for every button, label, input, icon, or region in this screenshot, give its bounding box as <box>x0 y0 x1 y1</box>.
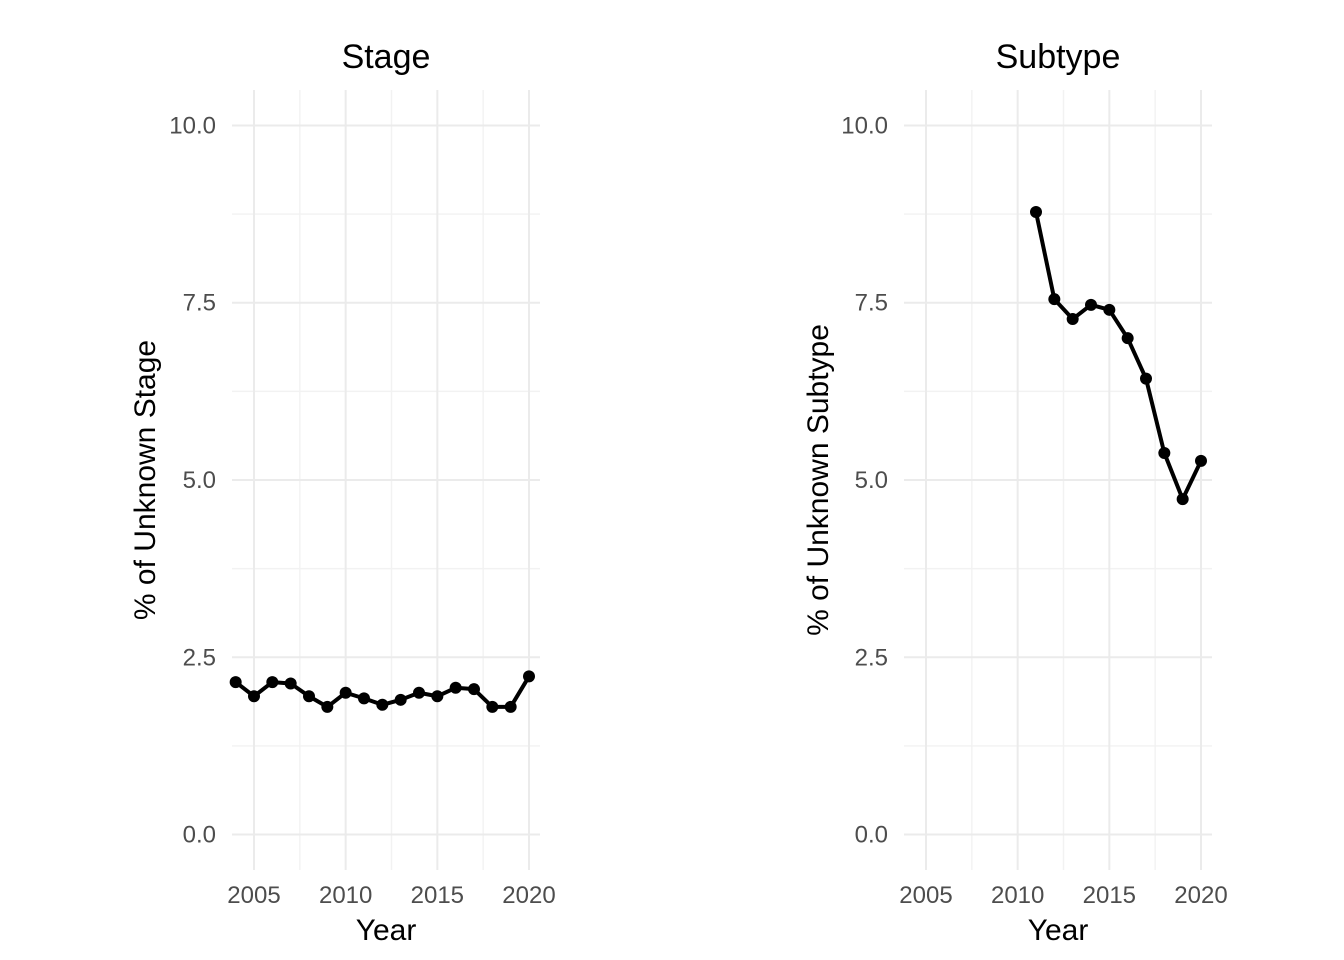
subtype-y-tick-label: 7.5 <box>855 290 888 317</box>
subtype-x-tick-label: 2015 <box>1083 882 1136 909</box>
stage-data-point <box>523 670 535 683</box>
stage-y-tick-label: 2.5 <box>183 644 216 671</box>
stage-panel-title: Stage <box>342 38 431 76</box>
subtype-data-point <box>1121 332 1134 345</box>
subtype-data-point <box>1066 313 1079 326</box>
subtype-panel-title: Subtype <box>996 38 1121 76</box>
subtype-panel: 0.0 2.5 5.0 7.5 10.0 2005 2010 2015 2020 Subtyp… <box>802 38 1228 947</box>
subtype-y-tick-labels: 0.0 2.5 5.0 7.5 10.0 <box>841 112 888 848</box>
subtype-data-point <box>1103 303 1116 316</box>
stage-data-point <box>376 698 389 711</box>
subtype-x-axis-title: Year <box>1028 914 1089 947</box>
stage-data-point <box>266 676 279 689</box>
subtype-x-tick-label: 2010 <box>991 882 1044 909</box>
stage-data-point <box>284 677 297 690</box>
subtype-y-tick-label: 10.0 <box>841 112 888 139</box>
stage-y-tick-label: 10.0 <box>169 112 216 139</box>
stage-data-point <box>468 683 480 696</box>
stage-data-point <box>431 690 444 703</box>
stage-y-tick-label: 7.5 <box>183 290 216 317</box>
stage-panel: 0.02.55.07.510.0 2005 2010 2015 2020 Stage … <box>129 38 556 947</box>
stage-x-tick-label: 2015 <box>411 882 464 909</box>
stage-data-point <box>339 686 352 699</box>
stage-data-point <box>394 693 407 706</box>
subtype-x-tick-labels: 2005 2010 2015 2020 <box>899 882 1227 909</box>
subtype-data-point <box>1195 454 1207 467</box>
stage-data-point <box>229 676 242 689</box>
stage-series <box>229 670 535 713</box>
subtype-x-tick-label: 2020 <box>1174 882 1227 909</box>
stage-data-point <box>413 686 425 699</box>
subtype-data-point <box>1140 372 1152 385</box>
stage-x-axis-title: Year <box>356 914 417 947</box>
stage-data-point <box>358 692 370 705</box>
stage-y-tick-label: 0.0 <box>183 822 216 849</box>
stage-data-point <box>504 700 517 713</box>
subtype-data-point <box>1030 205 1042 218</box>
subtype-y-tick-label: 2.5 <box>855 644 888 671</box>
subtype-y-axis-title: % of Unknown Subtype <box>802 324 835 636</box>
subtype-y-tick-label: 0.0 <box>855 822 888 849</box>
subtype-x-tick-label: 2005 <box>899 882 952 909</box>
subtype-data-point <box>1176 493 1189 506</box>
subtype-y-tick-label: 5.0 <box>855 467 888 494</box>
stage-grid <box>232 90 540 870</box>
stage-data-point <box>486 700 499 713</box>
stage-data-point <box>303 690 315 703</box>
subtype-data-point <box>1085 298 1097 311</box>
stage-x-tick-label: 2020 <box>502 882 555 909</box>
stage-x-tick-label: 2010 <box>319 882 372 909</box>
stage-data-point <box>449 681 462 694</box>
subtype-series <box>1030 205 1207 506</box>
subtype-data-point <box>1158 447 1171 460</box>
subtype-series-line <box>1034 209 1203 502</box>
stage-y-tick-labels: 0.0 2.5 5.0 7.5 10.0 <box>169 112 216 848</box>
stage-x-tick-label: 2005 <box>227 882 280 909</box>
stage-x-tick-labels: 2005 2010 2015 2020 <box>227 882 555 909</box>
subtype-data-point <box>1048 293 1061 306</box>
stage-data-point <box>321 700 334 713</box>
stage-y-tick-label: 5.0 <box>183 467 216 494</box>
stage-y-axis-title: % of Unknown Stage <box>129 340 162 620</box>
stage-data-point <box>248 690 260 703</box>
